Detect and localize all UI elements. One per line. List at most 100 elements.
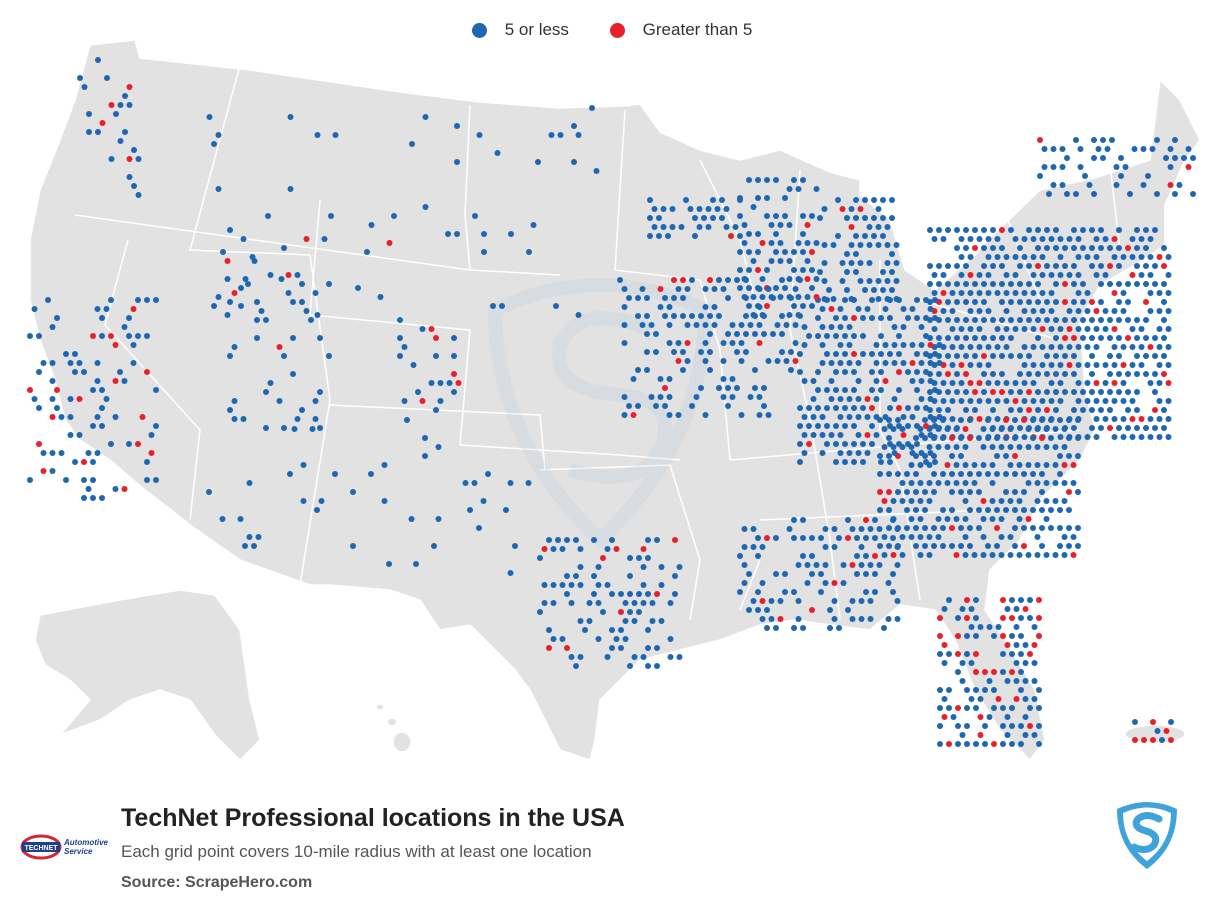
grid-point-low xyxy=(1084,380,1091,386)
grid-point-low xyxy=(1043,444,1050,450)
grid-point-low xyxy=(989,498,996,504)
grid-point-low xyxy=(428,380,435,386)
grid-point-low xyxy=(550,600,557,606)
grid-point-low xyxy=(1052,498,1059,504)
grid-point-low xyxy=(884,224,891,230)
grid-point-low xyxy=(786,258,793,264)
grid-point-low xyxy=(918,342,925,348)
grid-point-high xyxy=(1125,245,1131,251)
grid-point-high xyxy=(806,441,812,447)
grid-point-high xyxy=(759,598,766,604)
grid-point-low xyxy=(654,663,660,669)
grid-point-low xyxy=(768,240,775,246)
grid-point-low xyxy=(864,306,871,312)
grid-point-low xyxy=(809,285,815,291)
grid-point-low xyxy=(1018,741,1024,747)
grid-point-low xyxy=(1017,371,1023,377)
grid-point-low xyxy=(756,412,763,418)
grid-point-high xyxy=(881,498,888,504)
grid-point-low xyxy=(869,369,875,375)
grid-point-low xyxy=(887,423,893,429)
grid-point-high xyxy=(999,389,1005,395)
grid-point-low xyxy=(878,315,884,321)
grid-point-low xyxy=(994,507,1000,513)
grid-point-low xyxy=(1003,380,1010,386)
grid-point-low xyxy=(1004,732,1011,738)
grid-point-high xyxy=(991,669,997,675)
grid-point-low xyxy=(707,313,713,319)
grid-point-low xyxy=(985,236,992,242)
grid-point-low xyxy=(954,263,960,269)
grid-point-high xyxy=(851,315,857,321)
grid-point-low xyxy=(1043,462,1050,468)
grid-point-low xyxy=(927,360,934,366)
grid-point-low xyxy=(821,296,828,302)
grid-point-low xyxy=(1004,606,1011,612)
grid-point-low xyxy=(782,285,788,291)
grid-point-low xyxy=(846,450,853,456)
grid-point-low xyxy=(842,351,848,357)
grid-point-high xyxy=(896,369,902,375)
grid-point-low xyxy=(86,129,92,135)
grid-point-low xyxy=(809,303,815,309)
grid-point-low xyxy=(1107,245,1113,251)
grid-point-low xyxy=(1134,263,1140,269)
grid-point-low xyxy=(714,206,721,212)
grid-point-low xyxy=(1134,335,1140,341)
grid-point-low xyxy=(1061,552,1068,558)
grid-point-low xyxy=(914,423,920,429)
grid-point-low xyxy=(833,315,839,321)
grid-point-low xyxy=(1057,362,1064,368)
grid-point-low xyxy=(1022,714,1029,720)
grid-point-low xyxy=(848,260,855,266)
grid-point-low xyxy=(741,562,748,568)
grid-point-low xyxy=(725,385,731,391)
grid-point-low xyxy=(121,378,128,384)
grid-point-low xyxy=(144,459,150,465)
grid-point-low xyxy=(711,322,718,328)
grid-point-low xyxy=(759,276,766,282)
grid-point-low xyxy=(294,416,301,422)
grid-point-low xyxy=(747,322,754,328)
grid-point-low xyxy=(931,471,937,477)
grid-point-low xyxy=(819,432,826,438)
grid-point-low xyxy=(858,526,865,532)
grid-point-low xyxy=(1059,164,1066,170)
grid-point-low xyxy=(999,263,1005,269)
grid-point-low xyxy=(833,333,839,339)
grid-point-low xyxy=(1138,326,1145,332)
grid-point-low xyxy=(676,564,683,570)
grid-point-low xyxy=(869,387,875,393)
grid-point-low xyxy=(1036,705,1042,711)
grid-point-low xyxy=(873,414,880,420)
grid-point-low xyxy=(967,326,974,332)
grid-point-low xyxy=(1017,263,1023,269)
grid-point-low xyxy=(937,687,943,693)
grid-point-low xyxy=(1098,245,1104,251)
grid-point-low xyxy=(1138,362,1145,368)
grid-point-low xyxy=(1018,651,1024,657)
grid-point-low xyxy=(791,303,797,309)
grid-point-low xyxy=(786,186,793,192)
grid-point-low xyxy=(866,278,873,284)
grid-point-low xyxy=(494,150,501,156)
grid-point-low xyxy=(308,317,314,323)
grid-point-high xyxy=(1037,137,1043,143)
grid-point-low xyxy=(963,263,969,269)
grid-point-low xyxy=(1075,362,1082,368)
grid-point-low xyxy=(818,535,824,541)
grid-point-low xyxy=(435,444,442,450)
grid-point-low xyxy=(795,294,802,300)
grid-point-low xyxy=(350,489,356,495)
grid-point-low xyxy=(923,297,929,303)
grid-point-low xyxy=(1039,254,1046,260)
grid-point-low xyxy=(831,616,838,622)
grid-point-low xyxy=(761,313,767,319)
grid-point-low xyxy=(591,591,597,597)
grid-point-low xyxy=(1039,362,1046,368)
grid-point-low xyxy=(914,405,920,411)
grid-point-low xyxy=(422,204,429,210)
grid-point-low xyxy=(747,394,754,400)
grid-point-low xyxy=(854,571,860,577)
grid-point-low xyxy=(845,517,851,523)
